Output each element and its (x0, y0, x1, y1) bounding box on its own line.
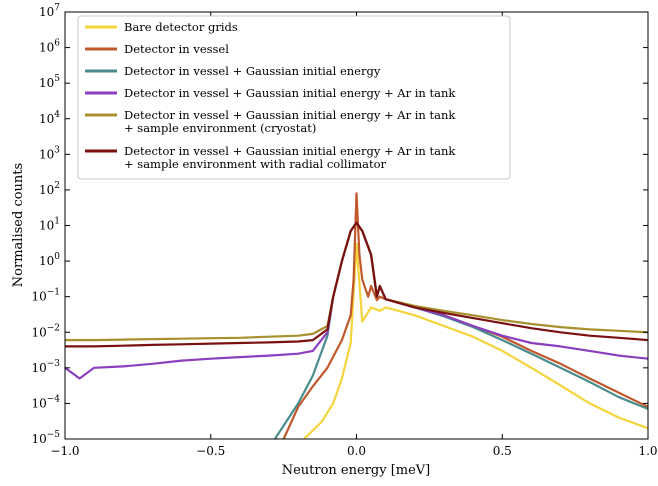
legend-label-6: Detector in vessel + Gaussian initial en… (124, 144, 456, 158)
series-line-2 (282, 192, 648, 439)
legend-label-5: Detector in vessel + Gaussian initial en… (124, 108, 456, 122)
legend-label-1: Bare detector grids (124, 20, 238, 34)
series-line-6 (65, 221, 648, 348)
y-axis-label: Normalised counts (11, 163, 26, 287)
y-tick-label: 10−3 (31, 359, 60, 375)
legend-label-4: Detector in vessel + Gaussian initial en… (124, 86, 456, 100)
legend: Bare detector grids Detector in vessel Det… (77, 15, 511, 180)
x-axis-label: Neutron energy [meV] (282, 463, 431, 478)
y-tick-label: 101 (39, 217, 60, 233)
legend-box (77, 15, 511, 180)
x-tick-label: −0.5 (196, 444, 225, 458)
legend-label-2: Detector in vessel (124, 42, 229, 56)
x-tick-label: 0.0 (347, 444, 366, 458)
y-tick-label: 10−2 (31, 323, 60, 339)
series-line-1 (303, 243, 648, 439)
series-layer (65, 192, 648, 439)
y-tick-label: 105 (39, 74, 60, 90)
y-tick-label: 104 (39, 110, 60, 126)
legend-label-6-line2: + sample environment with radial collima… (124, 157, 387, 171)
y-tick-label: 100 (39, 252, 60, 268)
y-tick-label: 107 (39, 3, 60, 19)
y-tick-label: 10−4 (31, 394, 60, 410)
legend-label-3: Detector in vessel + Gaussian initial en… (124, 64, 381, 78)
y-tick-label: 106 (39, 39, 60, 55)
y-tick-label: 10−1 (31, 288, 60, 304)
x-tick-label: 1.0 (638, 444, 657, 458)
x-tick-label: −1.0 (50, 444, 79, 458)
legend-label-5-line2: + sample environment (cryostat) (124, 121, 316, 135)
y-tick-label: 103 (39, 145, 60, 161)
y-tick-label: 102 (39, 181, 60, 197)
x-tick-label: 0.5 (493, 444, 512, 458)
